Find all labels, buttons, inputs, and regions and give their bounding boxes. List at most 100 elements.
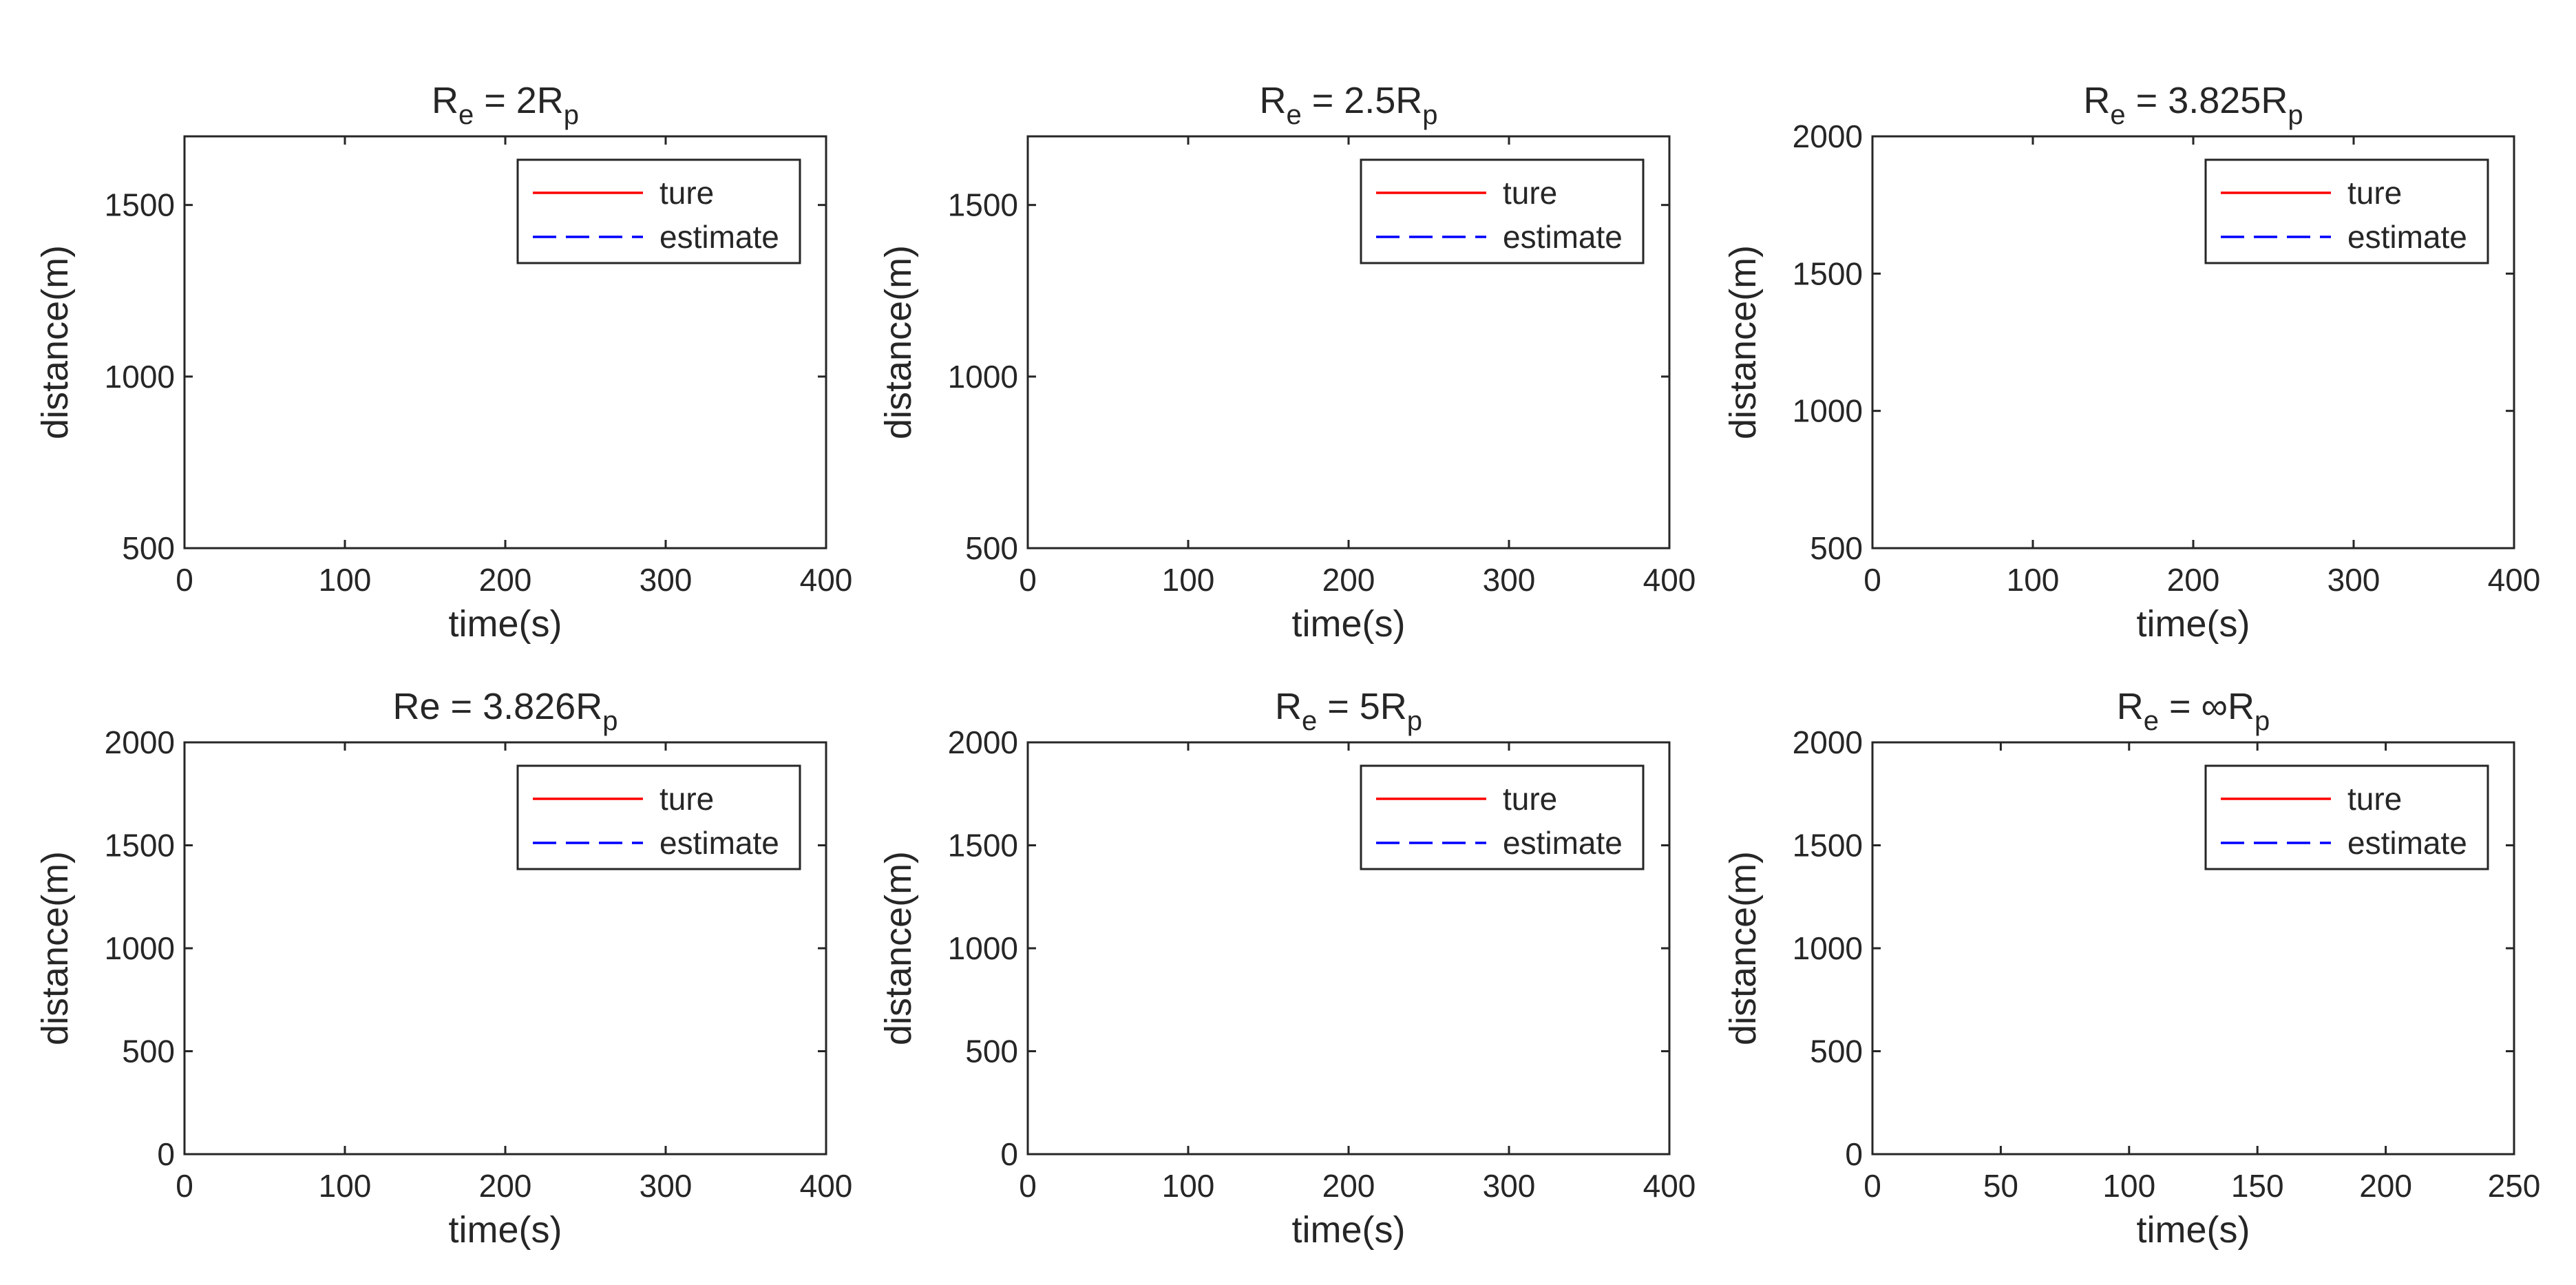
x-axis-label: time(s) [2137, 1209, 2250, 1251]
y-tick-label: 0 [157, 1136, 175, 1172]
legend-label-true: ture [659, 175, 714, 211]
title-subscript: e [458, 100, 474, 130]
x-tick-label: 400 [1643, 1168, 1696, 1204]
title-text: R [2083, 80, 2110, 121]
y-axis-label: distance(m) [878, 851, 919, 1045]
legend-label-true: ture [1503, 175, 1557, 211]
y-tick-label: 1500 [948, 187, 1018, 223]
x-tick-label: 0 [176, 562, 193, 598]
x-tick-label: 400 [800, 562, 853, 598]
chart-panel-4: 0 100 200 300 400 0 500 1000 1500 2000 time(s) dist… [34, 686, 852, 1251]
x-tick-label: 400 [2488, 562, 2541, 598]
x-axis-label: time(s) [1292, 603, 1406, 645]
chart-title: Re = 5Rp [1275, 686, 1422, 736]
x-tick-label: 100 [319, 1168, 372, 1204]
legend-label-true: ture [659, 781, 714, 817]
legend: ture estimate [2204, 764, 2489, 870]
y-tick-label: 500 [965, 1034, 1018, 1069]
y-tick-label: 0 [1845, 1136, 1863, 1172]
chart-panel-1: 0 100 200 300 400 500 1000 1500 time(s) distance(… [34, 80, 852, 645]
legend-label-estimate: estimate [1503, 825, 1623, 861]
legend-label-estimate: estimate [659, 825, 779, 861]
x-tick-label: 0 [1864, 1168, 1881, 1204]
title-text: = ∞R [2159, 686, 2255, 727]
legend-box [516, 158, 801, 264]
title-subscript: p [1422, 100, 1437, 130]
title-subscript: p [2288, 100, 2303, 130]
x-tick-label: 100 [319, 562, 372, 598]
y-tick-label: 500 [1810, 1034, 1863, 1069]
chart-title: Re = 3.825Rp [2083, 80, 2303, 130]
y-tick-label: 1000 [948, 930, 1018, 966]
title-text: = 5R [1317, 686, 1407, 727]
legend-box [1360, 764, 1645, 870]
x-tick-label: 100 [1162, 562, 1215, 598]
y-tick-label: 1000 [1793, 393, 1863, 429]
chart-title: Re = 2.5Rp [1259, 80, 1437, 130]
x-tick-label: 100 [1162, 1168, 1215, 1204]
y-tick-label: 2000 [1793, 118, 1863, 154]
y-tick-label: 1500 [1793, 255, 1863, 291]
legend: ture estimate [516, 764, 801, 870]
y-tick-label: 1500 [105, 828, 175, 864]
y-tick-label: 1500 [105, 187, 175, 223]
x-tick-label: 200 [2167, 562, 2220, 598]
legend-label-true: ture [1503, 781, 1557, 817]
y-tick-label: 500 [965, 530, 1018, 566]
x-tick-label: 100 [2102, 1168, 2155, 1204]
x-axis-label: time(s) [449, 603, 562, 645]
legend-label-estimate: estimate [2347, 825, 2467, 861]
title-subscript: e [2110, 100, 2125, 130]
title-text: = 2R [474, 80, 564, 121]
x-tick-label: 0 [176, 1168, 193, 1204]
title-subscript: p [564, 100, 579, 130]
legend-label-estimate: estimate [659, 219, 779, 255]
legend: ture estimate [516, 158, 801, 264]
y-tick-label: 0 [1000, 1136, 1018, 1172]
y-tick-label: 1000 [1793, 930, 1863, 966]
y-axis-label: distance(m) [1722, 245, 1764, 439]
legend-box [516, 764, 801, 870]
chart-panel-3: 0 100 200 300 400 500 1000 1500 2000 time(s) dista… [1722, 80, 2540, 645]
x-tick-label: 100 [2007, 562, 2060, 598]
y-axis-label: distance(m) [34, 245, 76, 439]
x-tick-label: 200 [479, 1168, 532, 1204]
title-text: Re = 3.826R [393, 686, 603, 727]
x-axis-label: time(s) [449, 1209, 562, 1251]
title-subscript: p [2255, 706, 2270, 736]
x-tick-label: 150 [2231, 1168, 2284, 1204]
x-axis-label: time(s) [2137, 603, 2250, 645]
x-tick-label: 300 [640, 1168, 693, 1204]
legend-box [2204, 158, 2489, 264]
y-tick-label: 2000 [105, 724, 175, 760]
legend-label-estimate: estimate [2347, 219, 2467, 255]
legend-label-estimate: estimate [1503, 219, 1623, 255]
x-tick-label: 200 [2359, 1168, 2412, 1204]
title-subscript: p [602, 706, 617, 736]
y-tick-label: 1500 [1793, 828, 1863, 864]
title-subscript: e [1302, 706, 1317, 736]
title-subscript: e [1286, 100, 1301, 130]
x-tick-label: 200 [479, 562, 532, 598]
x-tick-label: 400 [800, 1168, 853, 1204]
x-tick-label: 200 [1322, 1168, 1375, 1204]
title-text: = 3.825R [2126, 80, 2288, 121]
chart-title: Re = 3.826Rp [393, 686, 618, 736]
x-tick-label: 300 [1483, 1168, 1536, 1204]
title-text: R [1259, 80, 1286, 121]
y-tick-label: 1000 [948, 359, 1018, 395]
y-tick-label: 1000 [105, 930, 175, 966]
x-tick-label: 300 [2327, 562, 2380, 598]
y-tick-label: 2000 [1793, 724, 1863, 760]
chart-title: Re = ∞Rp [2117, 686, 2270, 736]
x-tick-label: 0 [1019, 1168, 1037, 1204]
x-tick-label: 300 [640, 562, 693, 598]
chart-panel-2: 0 100 200 300 400 500 1000 1500 time(s) distance(… [878, 80, 1696, 645]
x-tick-label: 50 [1983, 1168, 2018, 1204]
legend: ture estimate [1360, 764, 1645, 870]
y-tick-label: 500 [122, 530, 175, 566]
legend-box [1360, 158, 1645, 264]
title-subscript: e [2144, 706, 2159, 736]
chart-panel-6: 0 50 100 150 200 250 0 500 1000 1500 2000 time(s) di… [1722, 686, 2540, 1251]
